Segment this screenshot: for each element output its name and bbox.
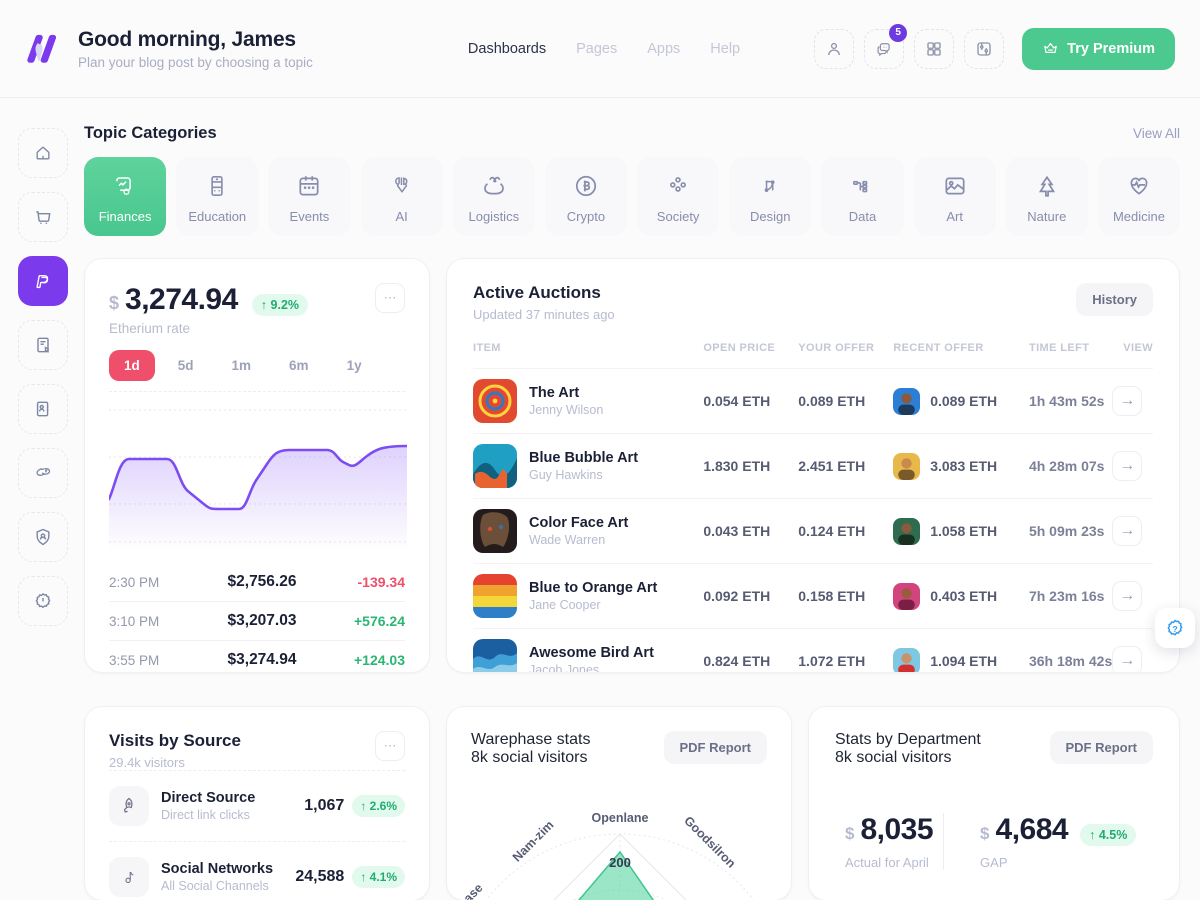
svg-text:Goodsilron: Goodsilron	[681, 814, 738, 871]
svg-text:Nam-zim: Nam-zim	[510, 818, 557, 865]
svg-text:200: 200	[609, 855, 631, 870]
svg-text:Openlane: Openlane	[592, 811, 649, 825]
svg-text:?: ?	[1172, 624, 1177, 634]
svg-text:Warephase: Warephase	[446, 881, 486, 900]
